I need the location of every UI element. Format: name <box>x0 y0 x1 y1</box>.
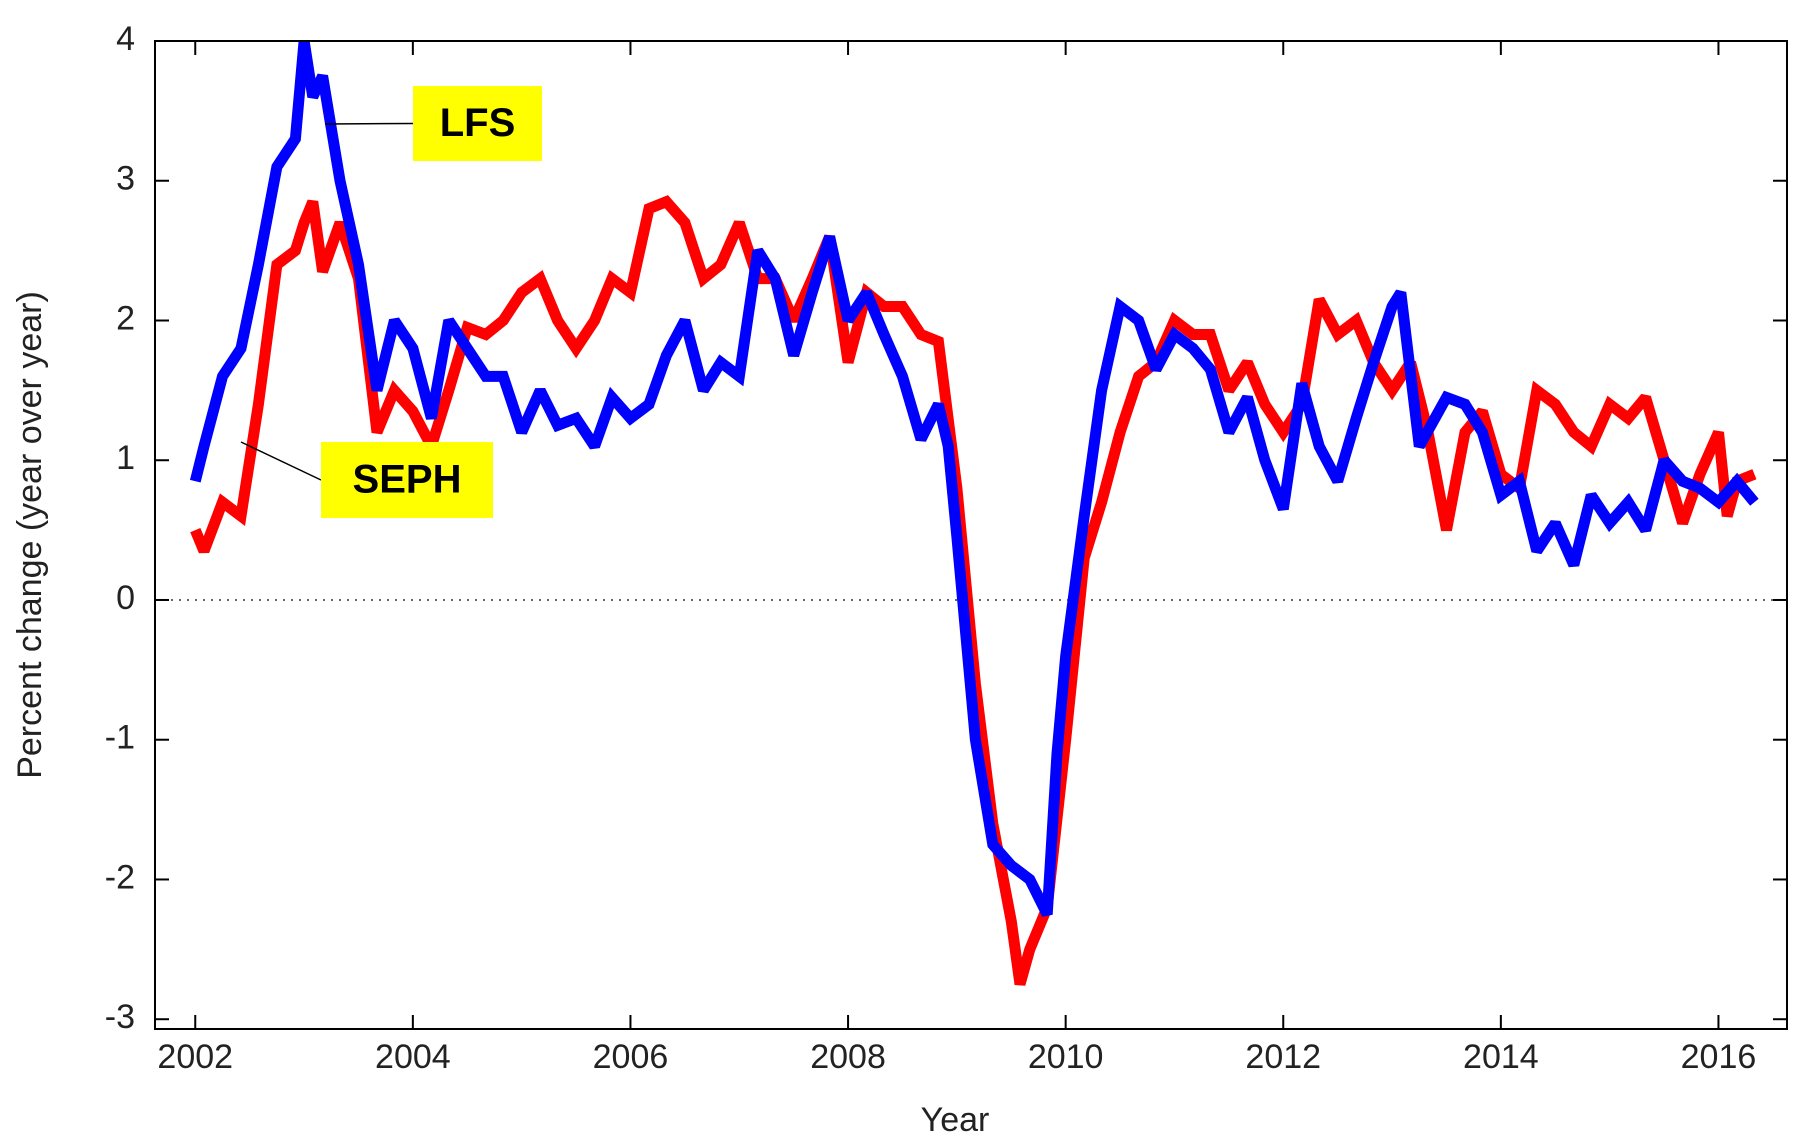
annotation-box <box>321 442 493 518</box>
series-line <box>189 40 1759 917</box>
series-line <box>190 195 1757 986</box>
y-tick-label: -2 <box>105 858 135 896</box>
y-tick-label: -3 <box>105 998 135 1036</box>
y-tick-label: 0 <box>116 579 135 617</box>
y-tick-label: 2 <box>116 299 135 337</box>
x-tick-label: 2008 <box>810 1038 886 1076</box>
annotation-box <box>413 86 542 161</box>
x-axis-label: Year <box>921 1101 990 1139</box>
annotation-leader <box>324 122 414 125</box>
annotation-label: LFS <box>440 101 516 145</box>
plot-frame <box>154 40 1788 1030</box>
x-tick-label: 2010 <box>1028 1038 1104 1076</box>
x-tick-label: 2006 <box>593 1038 669 1076</box>
y-tick-label: 3 <box>116 160 135 198</box>
annotation-label: SEPH <box>353 458 462 502</box>
y-tick-label: 1 <box>116 439 135 477</box>
x-tick-label: 2004 <box>375 1038 451 1076</box>
y-axis-label: Percent change (year over year) <box>11 291 49 779</box>
annotation-leader <box>240 441 322 481</box>
x-tick-label: 2014 <box>1463 1038 1539 1076</box>
x-tick-label: 2002 <box>157 1038 233 1076</box>
x-tick-label: 2016 <box>1681 1038 1757 1076</box>
x-tick-label: 2012 <box>1245 1038 1321 1076</box>
y-tick-label: 4 <box>116 20 135 58</box>
y-tick-label: -1 <box>105 719 135 757</box>
